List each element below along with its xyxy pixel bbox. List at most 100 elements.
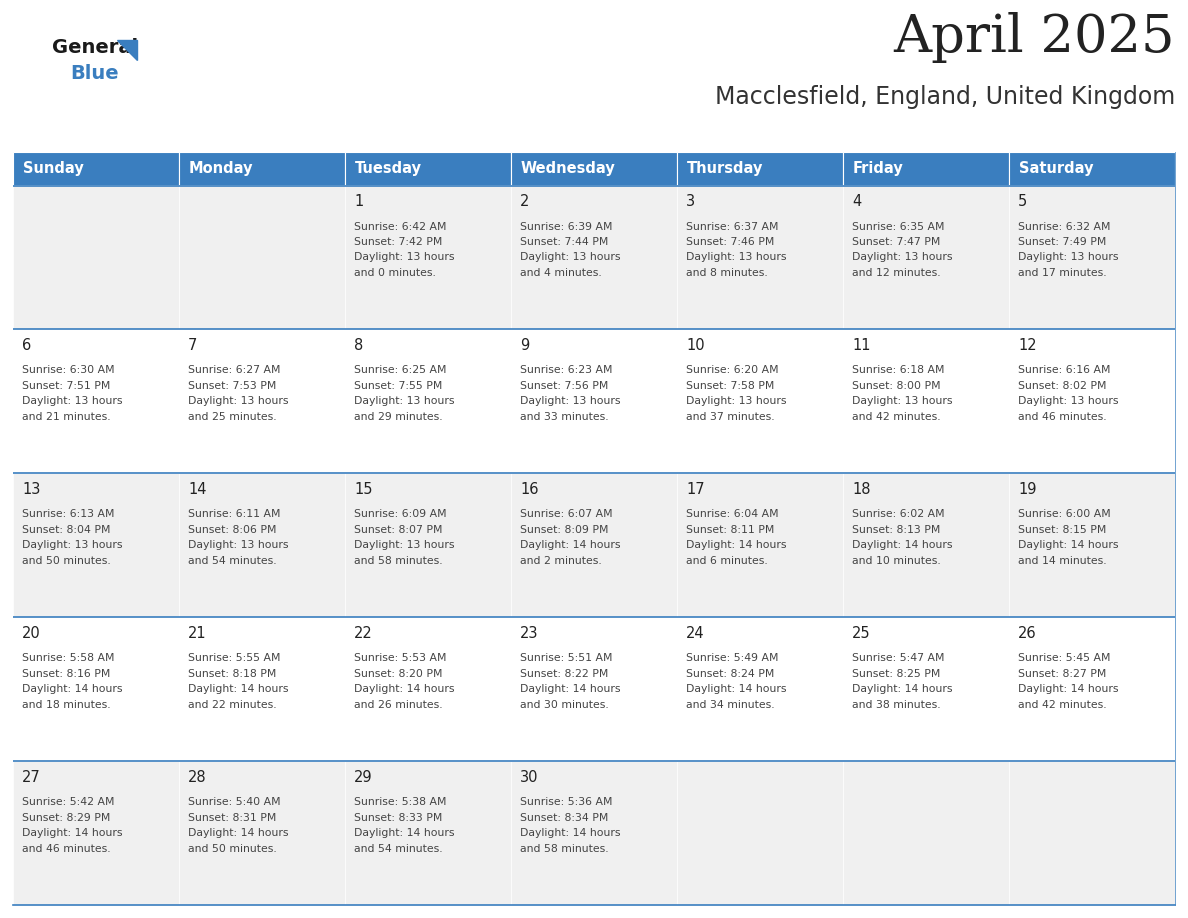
- Text: Sunset: 7:53 PM: Sunset: 7:53 PM: [188, 381, 277, 391]
- Text: Sunrise: 6:16 AM: Sunrise: 6:16 AM: [1018, 365, 1111, 375]
- Bar: [13, 474, 179, 617]
- Text: Sunrise: 5:42 AM: Sunrise: 5:42 AM: [23, 797, 114, 807]
- Text: Sunrise: 6:27 AM: Sunrise: 6:27 AM: [188, 365, 280, 375]
- Bar: [179, 761, 345, 905]
- Bar: [179, 474, 345, 617]
- Text: Daylight: 13 hours: Daylight: 13 hours: [23, 397, 122, 407]
- Text: April 2025: April 2025: [893, 12, 1175, 63]
- Text: Daylight: 14 hours: Daylight: 14 hours: [520, 541, 620, 550]
- Text: and 58 minutes.: and 58 minutes.: [354, 555, 443, 565]
- Bar: [677, 761, 843, 905]
- Bar: [179, 152, 345, 185]
- Bar: [843, 330, 1009, 474]
- Text: Sunrise: 6:32 AM: Sunrise: 6:32 AM: [1018, 221, 1111, 231]
- Text: and 6 minutes.: and 6 minutes.: [685, 555, 767, 565]
- Text: and 33 minutes.: and 33 minutes.: [520, 412, 608, 422]
- Text: 27: 27: [23, 770, 40, 785]
- Bar: [1009, 474, 1175, 617]
- Text: Sunset: 7:58 PM: Sunset: 7:58 PM: [685, 381, 775, 391]
- Text: 11: 11: [852, 339, 871, 353]
- Text: Sunset: 8:29 PM: Sunset: 8:29 PM: [23, 812, 110, 823]
- Text: and 46 minutes.: and 46 minutes.: [1018, 412, 1107, 422]
- Bar: [511, 474, 677, 617]
- Text: Sunrise: 6:07 AM: Sunrise: 6:07 AM: [520, 509, 613, 520]
- Text: 6: 6: [23, 339, 31, 353]
- Bar: [345, 330, 511, 474]
- Text: Daylight: 13 hours: Daylight: 13 hours: [23, 541, 122, 550]
- Text: Sunrise: 6:11 AM: Sunrise: 6:11 AM: [188, 509, 280, 520]
- Text: and 29 minutes.: and 29 minutes.: [354, 412, 443, 422]
- Text: 25: 25: [852, 626, 871, 641]
- Text: Sunset: 7:51 PM: Sunset: 7:51 PM: [23, 381, 110, 391]
- Text: Sunset: 8:25 PM: Sunset: 8:25 PM: [852, 668, 941, 678]
- Text: Daylight: 14 hours: Daylight: 14 hours: [1018, 541, 1118, 550]
- Bar: [1009, 330, 1175, 474]
- Text: Sunset: 8:16 PM: Sunset: 8:16 PM: [23, 668, 110, 678]
- Text: Sunrise: 6:25 AM: Sunrise: 6:25 AM: [354, 365, 447, 375]
- Bar: [511, 152, 677, 185]
- Bar: [511, 185, 677, 330]
- Bar: [345, 152, 511, 185]
- Text: Daylight: 14 hours: Daylight: 14 hours: [1018, 684, 1118, 694]
- Bar: [677, 185, 843, 330]
- Text: Sunrise: 6:35 AM: Sunrise: 6:35 AM: [852, 221, 944, 231]
- Text: Daylight: 14 hours: Daylight: 14 hours: [354, 684, 455, 694]
- Text: 26: 26: [1018, 626, 1037, 641]
- Text: Daylight: 13 hours: Daylight: 13 hours: [1018, 252, 1118, 263]
- Text: Daylight: 13 hours: Daylight: 13 hours: [852, 252, 953, 263]
- Text: Sunrise: 6:39 AM: Sunrise: 6:39 AM: [520, 221, 613, 231]
- Text: Sunrise: 6:18 AM: Sunrise: 6:18 AM: [852, 365, 944, 375]
- Text: Sunset: 8:04 PM: Sunset: 8:04 PM: [23, 525, 110, 535]
- Text: and 42 minutes.: and 42 minutes.: [1018, 700, 1107, 710]
- Bar: [345, 761, 511, 905]
- Text: Daylight: 13 hours: Daylight: 13 hours: [520, 252, 620, 263]
- Text: and 18 minutes.: and 18 minutes.: [23, 700, 110, 710]
- Bar: [1009, 185, 1175, 330]
- Bar: [179, 617, 345, 761]
- Text: Sunset: 7:56 PM: Sunset: 7:56 PM: [520, 381, 608, 391]
- Text: and 8 minutes.: and 8 minutes.: [685, 268, 767, 278]
- Text: and 25 minutes.: and 25 minutes.: [188, 412, 277, 422]
- Text: Sunrise: 5:51 AM: Sunrise: 5:51 AM: [520, 654, 613, 663]
- Text: and 38 minutes.: and 38 minutes.: [852, 700, 941, 710]
- Text: Sunset: 8:02 PM: Sunset: 8:02 PM: [1018, 381, 1106, 391]
- Bar: [345, 185, 511, 330]
- Text: Sunrise: 6:30 AM: Sunrise: 6:30 AM: [23, 365, 114, 375]
- Text: Sunrise: 6:20 AM: Sunrise: 6:20 AM: [685, 365, 778, 375]
- Text: Daylight: 14 hours: Daylight: 14 hours: [520, 828, 620, 838]
- Text: Daylight: 14 hours: Daylight: 14 hours: [685, 684, 786, 694]
- Text: Sunrise: 5:45 AM: Sunrise: 5:45 AM: [1018, 654, 1111, 663]
- Text: Sunset: 8:15 PM: Sunset: 8:15 PM: [1018, 525, 1106, 535]
- Text: Daylight: 13 hours: Daylight: 13 hours: [1018, 397, 1118, 407]
- Text: Sunset: 7:44 PM: Sunset: 7:44 PM: [520, 237, 608, 247]
- Text: and 26 minutes.: and 26 minutes.: [354, 700, 443, 710]
- Bar: [13, 617, 179, 761]
- Text: Sunrise: 5:40 AM: Sunrise: 5:40 AM: [188, 797, 280, 807]
- Text: 15: 15: [354, 482, 373, 498]
- Text: Saturday: Saturday: [1019, 162, 1093, 176]
- Text: Daylight: 14 hours: Daylight: 14 hours: [852, 541, 953, 550]
- Text: and 21 minutes.: and 21 minutes.: [23, 412, 110, 422]
- Text: and 50 minutes.: and 50 minutes.: [188, 844, 277, 854]
- Text: Sunrise: 6:02 AM: Sunrise: 6:02 AM: [852, 509, 944, 520]
- Text: and 54 minutes.: and 54 minutes.: [354, 844, 443, 854]
- Text: Sunset: 8:34 PM: Sunset: 8:34 PM: [520, 812, 608, 823]
- Text: Daylight: 14 hours: Daylight: 14 hours: [852, 684, 953, 694]
- Text: 8: 8: [354, 339, 364, 353]
- Text: Daylight: 14 hours: Daylight: 14 hours: [23, 828, 122, 838]
- Text: 12: 12: [1018, 339, 1037, 353]
- Text: 22: 22: [354, 626, 373, 641]
- Text: Sunset: 7:47 PM: Sunset: 7:47 PM: [852, 237, 941, 247]
- Text: 4: 4: [852, 195, 861, 209]
- Text: Sunrise: 6:13 AM: Sunrise: 6:13 AM: [23, 509, 114, 520]
- Text: 29: 29: [354, 770, 373, 785]
- Text: 13: 13: [23, 482, 40, 498]
- Bar: [511, 761, 677, 905]
- Bar: [843, 761, 1009, 905]
- Text: Daylight: 13 hours: Daylight: 13 hours: [685, 397, 786, 407]
- Text: Daylight: 13 hours: Daylight: 13 hours: [520, 397, 620, 407]
- Text: and 46 minutes.: and 46 minutes.: [23, 844, 110, 854]
- Text: Sunset: 7:42 PM: Sunset: 7:42 PM: [354, 237, 442, 247]
- Text: 14: 14: [188, 482, 207, 498]
- Text: Sunrise: 6:00 AM: Sunrise: 6:00 AM: [1018, 509, 1111, 520]
